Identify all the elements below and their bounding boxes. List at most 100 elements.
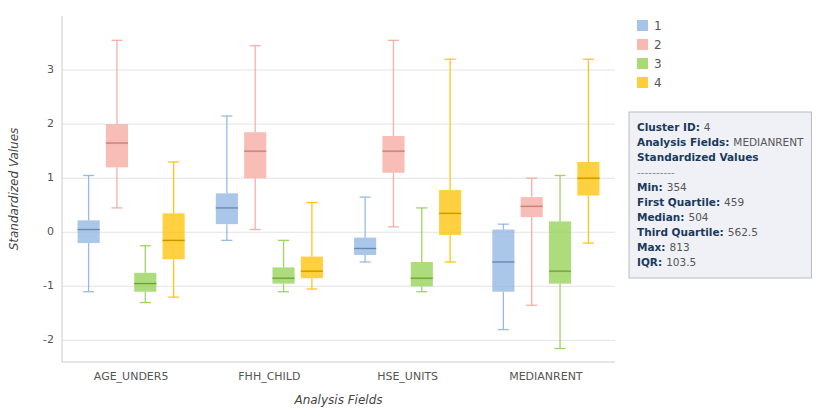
box [301, 257, 323, 279]
tooltip-label: Max: [637, 241, 666, 253]
median-edge [78, 229, 100, 230]
whisker-low [588, 195, 589, 243]
whisker-high [449, 59, 450, 190]
tooltip-label: IQR: [637, 256, 662, 268]
whisker-high [364, 197, 365, 238]
tooltip-value: 504 [688, 211, 708, 223]
cap-high [306, 202, 317, 203]
series-boxes [78, 116, 515, 330]
whisker-high [255, 46, 256, 133]
median-edge [577, 178, 599, 179]
whisker-low [364, 255, 365, 262]
cap-high [111, 40, 122, 41]
whisker-high [503, 224, 504, 229]
whisker-high [588, 59, 589, 162]
whisker-high [283, 240, 284, 267]
x-tick-label: FHH_CHILD [238, 370, 300, 383]
cap-high [250, 45, 261, 46]
median-edge [216, 207, 238, 208]
whisker-low [173, 259, 174, 297]
x-tick-label: AGE_UNDER5 [94, 370, 169, 383]
median-edge [439, 213, 461, 214]
whisker-low [559, 284, 560, 349]
cap-high [83, 175, 94, 176]
cap-high [278, 240, 289, 241]
box [577, 162, 599, 196]
grid-line [62, 340, 615, 341]
cap-low [555, 348, 566, 349]
legend-label: 3 [654, 57, 662, 71]
legend-swatch [637, 39, 648, 50]
cap-low [360, 261, 371, 262]
box [439, 190, 461, 235]
whisker-high [393, 40, 394, 136]
cap-high [555, 175, 566, 176]
legend-label: 2 [654, 38, 662, 52]
whisker-low [88, 243, 89, 292]
legend-label: 1 [654, 19, 662, 33]
box [216, 193, 238, 224]
tooltip-value: MEDIANRENT [733, 136, 804, 148]
median [382, 150, 404, 152]
tooltip-value: 813 [670, 241, 690, 253]
median [106, 142, 128, 144]
cap-high [360, 196, 371, 197]
grid [62, 70, 615, 340]
tooltip-value: 459 [724, 196, 744, 208]
legend-label: 4 [654, 76, 662, 90]
median-edge [411, 278, 433, 279]
y-tick-label: 1 [47, 171, 54, 184]
tooltip-label: ---------- [637, 166, 675, 178]
tooltip-label: Median: [637, 211, 684, 223]
cap-low [111, 207, 122, 208]
whisker-high [311, 203, 312, 257]
box [106, 124, 128, 167]
box [244, 132, 266, 178]
whisker-low [503, 292, 504, 330]
tooltip-value: 103.5 [666, 256, 696, 268]
box [163, 213, 185, 259]
tooltip-label: Analysis Fields: [637, 136, 729, 148]
cap-high [583, 59, 594, 60]
whisker-high [88, 175, 89, 220]
cap-low [416, 291, 427, 292]
cap-low [221, 240, 232, 241]
median [163, 239, 185, 241]
y-tick-label: 2 [47, 117, 54, 130]
y-axis-line [62, 16, 63, 362]
whisker-low [421, 286, 422, 291]
median [78, 229, 100, 231]
x-tick-label: MEDIANRENT [509, 370, 583, 383]
cap-high [221, 115, 232, 116]
whisker-high [145, 246, 146, 273]
whisker-high [116, 40, 117, 124]
median [411, 277, 433, 279]
whisker-high [559, 175, 560, 221]
whisker-low [226, 224, 227, 240]
cap-high [388, 40, 399, 41]
y-tick-label: -2 [43, 333, 54, 346]
median [216, 207, 238, 209]
tooltip-label: Cluster ID: [637, 121, 700, 133]
plot-area [78, 40, 600, 348]
legend-swatch [637, 77, 648, 88]
median [521, 205, 543, 207]
cap-high [445, 59, 456, 60]
tooltip-label: Min: [637, 181, 663, 193]
cap-low [526, 305, 537, 306]
median-edge [134, 283, 156, 284]
median-edge [549, 271, 571, 272]
median-edge [106, 143, 128, 144]
median-edge [521, 206, 543, 207]
box [521, 197, 543, 217]
median [134, 283, 156, 285]
cap-low [388, 226, 399, 227]
median [301, 270, 323, 272]
whisker-high [173, 162, 174, 213]
box [549, 221, 571, 283]
tooltip-value: 354 [667, 181, 687, 193]
whisker-low [283, 284, 284, 292]
grid-line [62, 178, 615, 179]
tooltip-label: Standardized Values [637, 151, 759, 163]
cap-low [140, 302, 151, 303]
